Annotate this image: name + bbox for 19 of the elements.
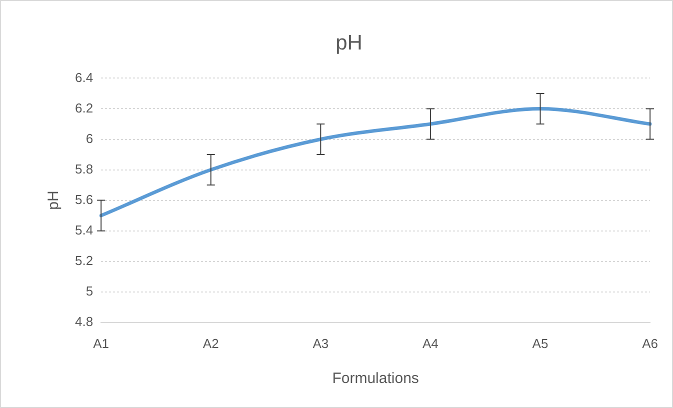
- y-tick-label: 6.2: [74, 100, 94, 116]
- y-tick-label: 5: [86, 283, 94, 298]
- y-tick-label: 5.6: [74, 192, 94, 207]
- y-tick-label: 6.4: [74, 70, 94, 85]
- line-series: [99, 106, 652, 218]
- x-tick-label: A3: [312, 336, 329, 351]
- y-tick-label: 5.8: [74, 161, 94, 176]
- x-tick-label: A2: [202, 336, 219, 351]
- y-tick-label: 4.8: [74, 314, 94, 329]
- y-axis-title: pH: [45, 190, 62, 210]
- x-tick-label: A5: [532, 336, 548, 351]
- x-axis-title: Formulations: [332, 370, 419, 388]
- chart-title: pH: [336, 31, 362, 54]
- x-tick-label: A4: [422, 336, 438, 351]
- x-tick-label: A1: [93, 336, 110, 351]
- y-tick-label: 5.2: [74, 252, 94, 268]
- y-tick-label: 5.4: [74, 222, 94, 238]
- y-tick-label: 6: [86, 130, 94, 146]
- x-tick-label: A6: [642, 336, 658, 351]
